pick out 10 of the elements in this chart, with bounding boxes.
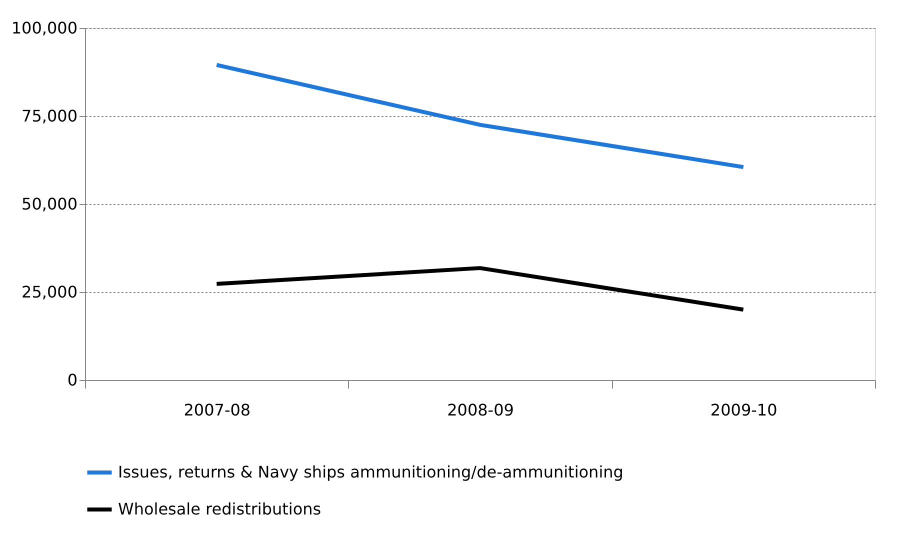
x-tick-label: 2007-08	[184, 400, 251, 420]
y-tick-label: 75,000	[22, 106, 78, 126]
y-tick-label: 50,000	[22, 194, 78, 214]
y-tick-label: 100,000	[11, 18, 78, 38]
legend-label: Issues, returns & Navy ships ammunitioning/de-ammunitioning	[118, 462, 624, 482]
legend-label: Wholesale redistributions	[118, 500, 322, 518]
x-tick-label: 2008-09	[447, 400, 514, 420]
y-tick-label: 0	[67, 370, 78, 390]
x-tick-label: 2009-10	[710, 400, 778, 420]
y-tick-label: 25,000	[22, 282, 78, 302]
